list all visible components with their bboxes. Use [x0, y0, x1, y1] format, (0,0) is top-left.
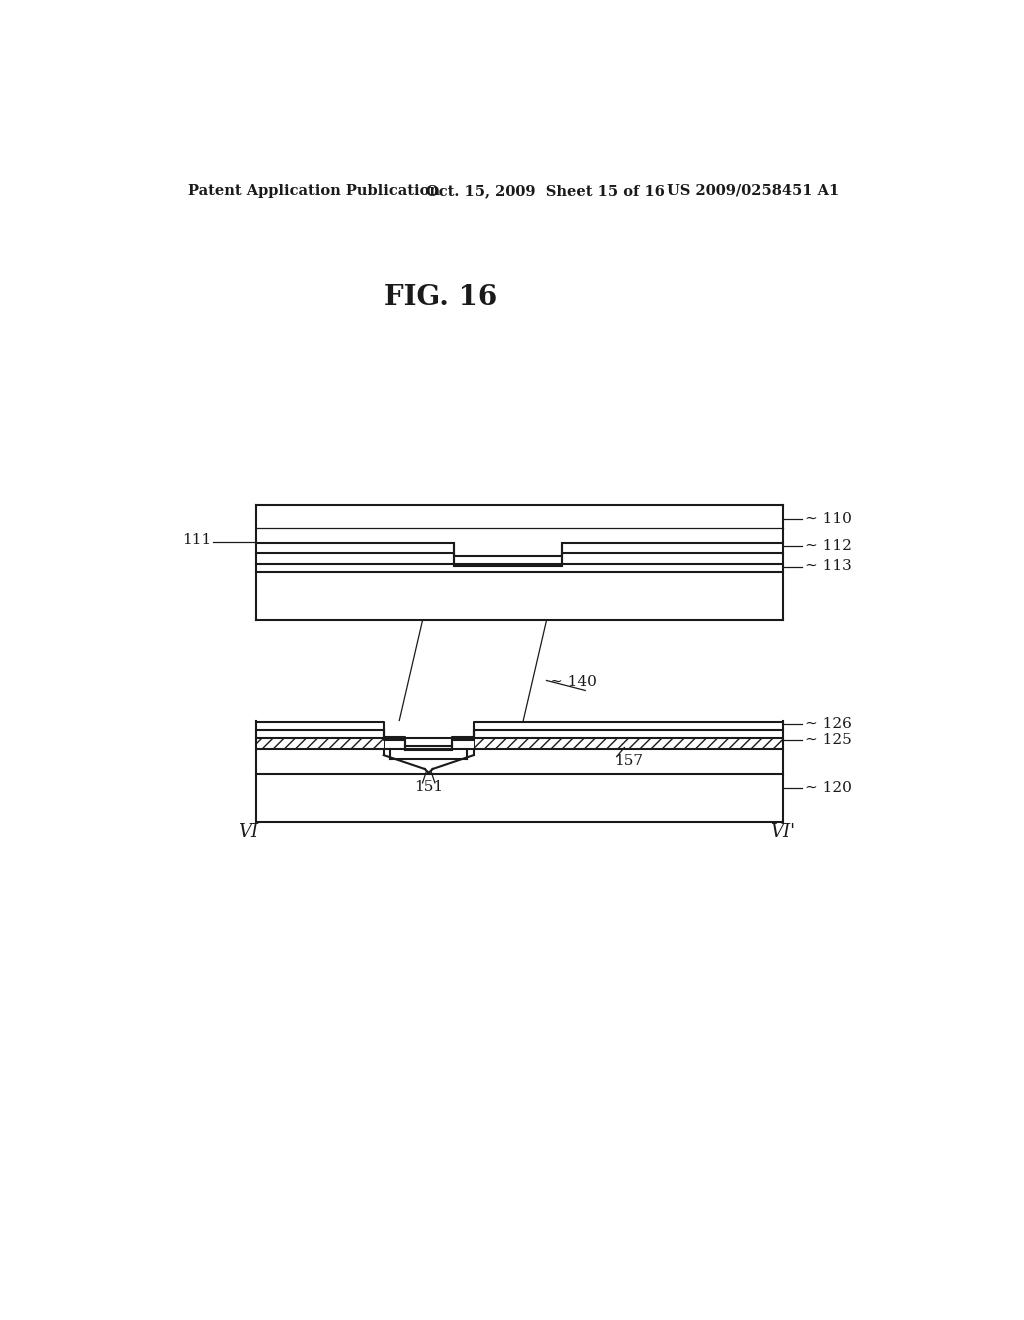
Text: VI': VI': [770, 824, 796, 841]
Bar: [474, 738, 783, 748]
Text: FIG. 16: FIG. 16: [384, 284, 497, 310]
Bar: [256, 738, 384, 748]
Text: ∼ 125: ∼ 125: [805, 733, 851, 747]
Text: Oct. 15, 2009  Sheet 15 of 16: Oct. 15, 2009 Sheet 15 of 16: [426, 183, 666, 198]
Text: 111: 111: [182, 533, 212, 548]
Text: US 2009/0258451 A1: US 2009/0258451 A1: [667, 183, 839, 198]
Text: 157: 157: [613, 754, 643, 767]
Text: ∼ 126: ∼ 126: [805, 717, 851, 730]
Text: VI: VI: [238, 824, 258, 841]
Text: ∼ 112: ∼ 112: [805, 540, 851, 553]
Text: ∼ 140: ∼ 140: [550, 675, 597, 689]
Text: 151: 151: [414, 780, 443, 793]
Text: ∼ 110: ∼ 110: [805, 512, 851, 525]
Text: Patent Application Publication: Patent Application Publication: [188, 183, 440, 198]
Text: ∼ 113: ∼ 113: [805, 560, 851, 573]
Text: ∼ 120: ∼ 120: [805, 781, 851, 795]
